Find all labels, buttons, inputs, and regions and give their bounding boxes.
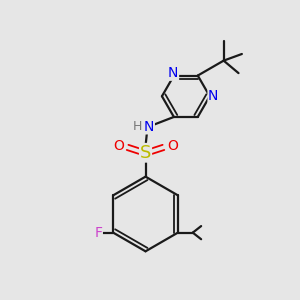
Text: O: O: [113, 139, 124, 153]
Text: N: N: [144, 120, 154, 134]
Text: F: F: [94, 226, 102, 240]
Text: O: O: [167, 139, 178, 153]
Text: H: H: [133, 120, 142, 133]
Text: N: N: [208, 89, 218, 103]
Text: S: S: [140, 144, 151, 162]
Text: N: N: [168, 66, 178, 80]
